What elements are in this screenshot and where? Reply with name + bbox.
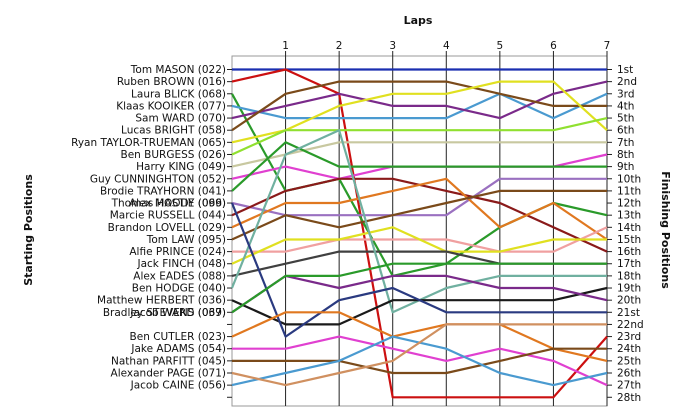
finishing-position-label: 17th <box>617 258 641 270</box>
lap-tick-label: 7 <box>604 40 611 52</box>
lap-tick-label: 1 <box>282 40 289 52</box>
series-line <box>230 202 607 338</box>
lap-tick-label: 2 <box>336 40 343 52</box>
finishing-position-label: 23rd <box>617 331 641 343</box>
finishing-position-label: 11th <box>617 185 641 197</box>
finishing-position-label: 19th <box>617 283 641 295</box>
finishing-position-label: 2nd <box>617 76 637 88</box>
finishing-position-label: 27th <box>617 380 641 392</box>
lap-tick-label: 6 <box>550 40 557 52</box>
right-axis-title: Finishing Positions <box>659 171 672 289</box>
finishing-position-label: 28th <box>617 392 641 404</box>
series-line <box>232 347 607 375</box>
starting-position-label: Ben HODGE (040) <box>132 283 226 295</box>
starting-position-label: Brodie TRAYHORN (041) <box>100 185 226 197</box>
finishing-position-label: 10th <box>617 173 641 185</box>
series-line <box>231 141 607 168</box>
starting-position-label: Sam WARD (070) <box>135 113 226 125</box>
series-line <box>231 262 607 314</box>
series-line <box>231 141 607 192</box>
series-line <box>231 323 607 387</box>
series-line <box>231 226 607 265</box>
starting-position-label: Ben CUTLER (023) <box>130 331 226 343</box>
series-line <box>231 80 608 120</box>
lap-tick-labels: 1 2 3 4 5 6 7 <box>282 40 610 52</box>
series-line <box>231 92 608 120</box>
finishing-position-label: 8th <box>617 149 634 161</box>
finishing-position-label: 20th <box>617 295 641 307</box>
series-line <box>231 189 607 241</box>
series-line <box>231 177 608 241</box>
starting-position-labels: Tom MASON (022)Ruben BROWN (016)Laura BL… <box>71 64 226 392</box>
series-line <box>231 68 608 399</box>
plot-area <box>231 55 608 407</box>
finishing-position-label: 13th <box>617 210 641 222</box>
lap-tick-label: 3 <box>389 40 396 52</box>
finishing-position-label: 18th <box>617 270 641 282</box>
finishing-position-label: 6th <box>617 125 634 137</box>
lap-tick-label: 4 <box>443 40 450 52</box>
starting-position-label: Tom MASON (022) <box>130 64 226 76</box>
finishing-position-label: 25th <box>617 355 641 367</box>
series-line <box>232 335 608 387</box>
series-line <box>231 80 608 144</box>
starting-position-label: Nathan PARFITT (045) <box>111 355 226 367</box>
starting-position-label: Ben BURGESS (026) <box>120 149 226 161</box>
starting-position-label: Alexander PAGE (071) <box>111 368 226 380</box>
series-line <box>231 177 607 217</box>
finishing-position-label: 21st <box>617 307 640 319</box>
finishing-position-label: 5th <box>617 113 634 125</box>
starting-position-label: Harry KING (049) <box>136 161 226 173</box>
finishing-position-label: 9th <box>617 161 634 173</box>
starting-position-label: Jack FINCH (048) <box>136 258 226 270</box>
starting-position-label: Bradley STEVENS (037) <box>103 307 226 319</box>
left-axis-title: Starting Positions <box>22 174 35 286</box>
starting-position-label: Jacob CAINE (056) <box>130 380 226 392</box>
finishing-position-label: 7th <box>617 137 634 149</box>
starting-position-label: Tom LAW (095) <box>146 234 226 246</box>
finishing-position-label: 1st <box>617 64 633 76</box>
starting-position-label: Alex EADES (088) <box>133 270 226 282</box>
starting-position-label: Marcie RUSSELL (044) <box>110 210 226 222</box>
finishing-position-label: 16th <box>617 246 641 258</box>
starting-position-label: Thomas HASTIE (066) <box>111 198 226 210</box>
lap-tick-label: 5 <box>497 40 504 52</box>
finishing-position-label: 3rd <box>617 88 634 100</box>
starting-position-label: Matthew HERBERT (036) <box>97 295 226 307</box>
top-axis-title: Laps <box>404 14 433 27</box>
finishing-position-label: 24th <box>617 343 641 355</box>
starting-position-label: Ryan TAYLOR-TRUEMAN (065) <box>71 137 226 149</box>
finishing-position-label: 4th <box>617 100 634 112</box>
series-line <box>231 311 608 362</box>
starting-position-label: Brandon LOVELL (029) <box>108 222 226 234</box>
series-line <box>231 274 608 314</box>
finishing-position-label: 26th <box>617 368 641 380</box>
finishing-position-labels: 1st2nd3rd4th5th6th7th8th9th10th11th12th1… <box>617 64 644 404</box>
series-line <box>231 80 607 132</box>
starting-position-label: Laura BLICK (068) <box>131 88 226 100</box>
finishing-position-label: 12th <box>617 198 641 210</box>
starting-position-label: Guy CUNNINGHTON (052) <box>90 173 226 185</box>
starting-position-label: Jake ADAMS (054) <box>130 343 226 355</box>
finishing-position-label: 14th <box>617 222 641 234</box>
finishing-position-label: 15th <box>617 234 641 246</box>
series-line <box>231 117 608 156</box>
starting-position-label: Klaas KOOIKER (077) <box>116 100 226 112</box>
starting-position-label: Lucas BRIGHT (058) <box>121 125 226 137</box>
starting-position-label: Jacob WARD (069) <box>129 307 226 319</box>
starting-position-label: Alex MOODY (099) <box>129 198 226 210</box>
finishing-position-label: 22nd <box>617 319 644 331</box>
starting-position-label: Alfie PRINCE (024) <box>129 246 226 258</box>
series-lines <box>230 68 608 399</box>
starting-position-label: Ruben BROWN (016) <box>117 76 226 88</box>
